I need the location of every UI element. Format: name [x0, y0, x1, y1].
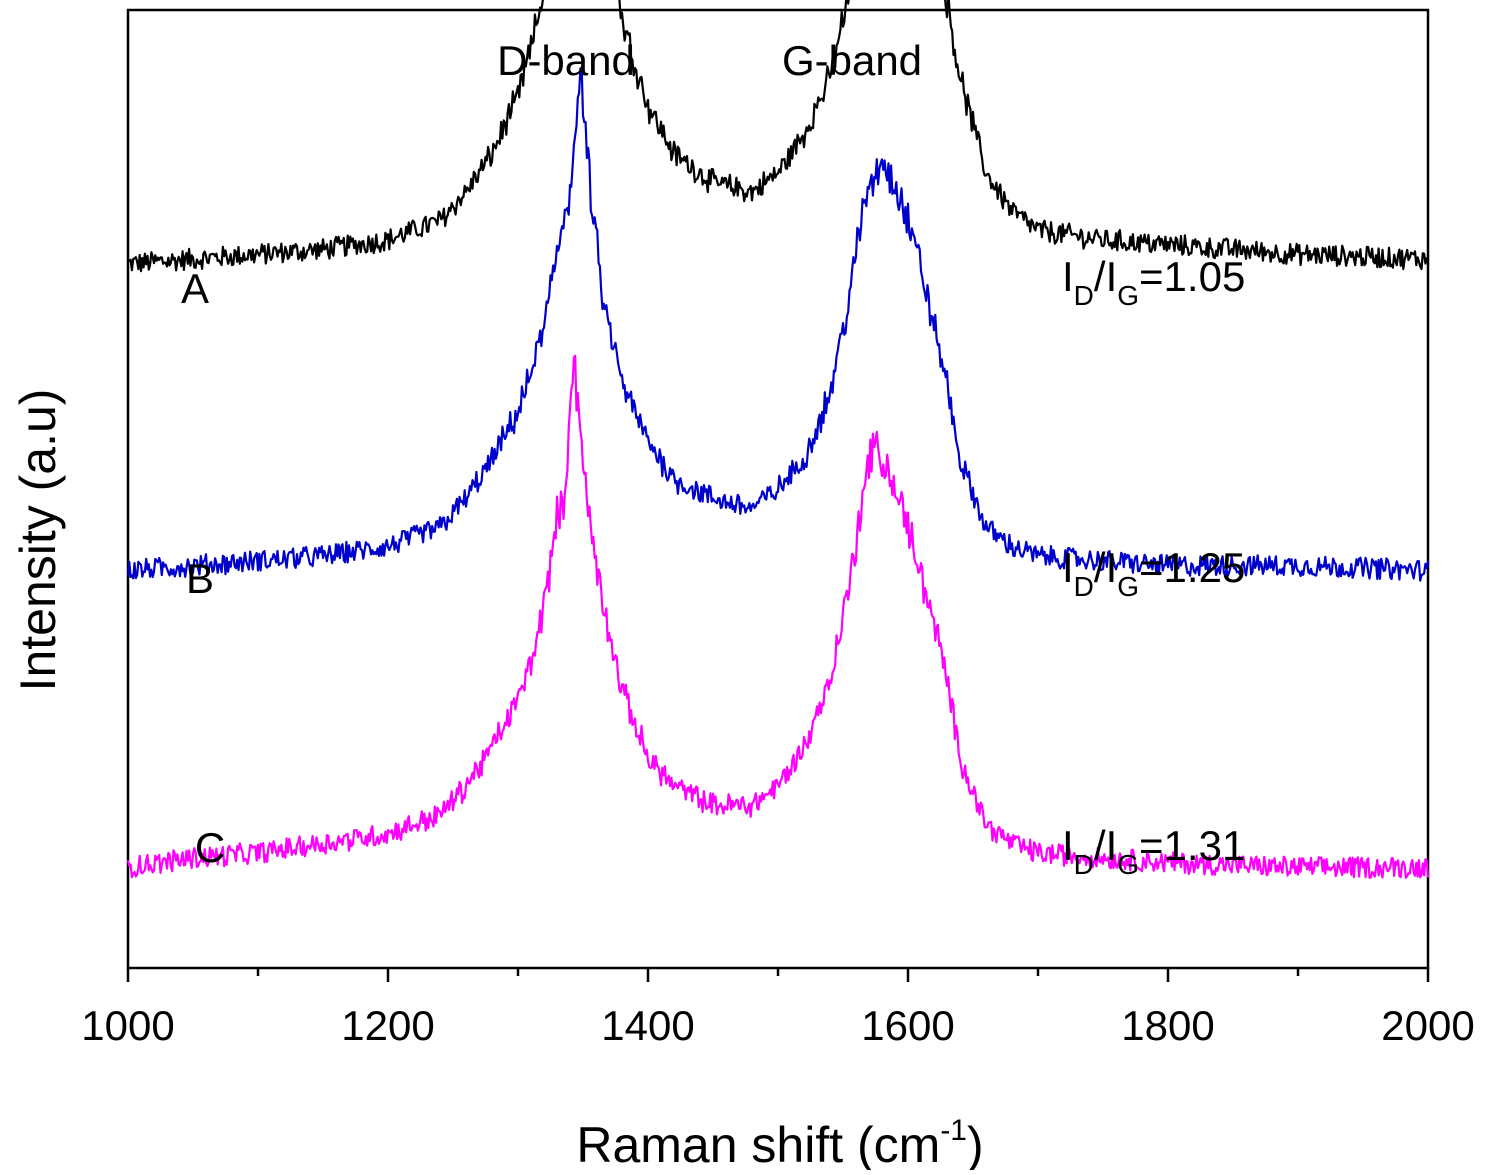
ratio-part: I — [1106, 544, 1118, 591]
band-label: D-band — [497, 37, 635, 84]
series-label-a: A — [181, 265, 209, 312]
ratio-part: =1.31 — [1139, 822, 1245, 869]
ratio-part: D — [1074, 280, 1094, 311]
x-tick-label: 1400 — [601, 1002, 694, 1049]
ratio-part: I — [1062, 822, 1074, 869]
ratio-part: G — [1117, 571, 1139, 602]
x-axis-label: Raman shift (cm-1) — [576, 1114, 983, 1170]
ratio-label-b: ID/IG=1.25 — [1062, 544, 1245, 602]
x-tick-label: 1600 — [861, 1002, 954, 1049]
series-line-b — [126, 67, 1430, 582]
ratio-label-a: ID/IG=1.05 — [1062, 253, 1245, 311]
series-label-b: B — [186, 555, 214, 602]
x-tick-label: 2000 — [1381, 1002, 1474, 1049]
x-axis-label-superscript: -1 — [940, 1114, 967, 1147]
ratio-part: / — [1094, 253, 1106, 300]
ratio-part: G — [1117, 849, 1139, 880]
ratio-part: / — [1094, 544, 1106, 591]
ratio-part: =1.25 — [1139, 544, 1245, 591]
x-axis-label-close: ) — [967, 1117, 984, 1170]
y-axis-label: Intensity (a.u) — [10, 389, 66, 692]
ratio-part: I — [1106, 253, 1118, 300]
ratio-part: G — [1117, 280, 1139, 311]
x-axis-label-main: Raman shift (cm — [576, 1117, 940, 1170]
x-tick-label: 1800 — [1121, 1002, 1214, 1049]
series-line-a — [127, 0, 1429, 273]
x-axis-ticks: 1000 1200 1400 1600 1800 2000 — [81, 968, 1475, 1049]
x-tick-label: 1000 — [81, 1002, 174, 1049]
series-layer — [126, 0, 1430, 879]
series-label-c: C — [195, 824, 225, 871]
x-tick-label: 1200 — [341, 1002, 434, 1049]
ratio-part: D — [1074, 849, 1094, 880]
ratio-part: I — [1106, 822, 1118, 869]
band-label: G-band — [782, 37, 922, 84]
ratio-label-c: ID/IG=1.31 — [1062, 822, 1245, 880]
ratio-part: =1.05 — [1139, 253, 1245, 300]
series-line-c — [126, 354, 1430, 879]
ratio-part: I — [1062, 544, 1074, 591]
ratio-part: D — [1074, 571, 1094, 602]
ratio-part: I — [1062, 253, 1074, 300]
ratio-part: / — [1094, 822, 1106, 869]
